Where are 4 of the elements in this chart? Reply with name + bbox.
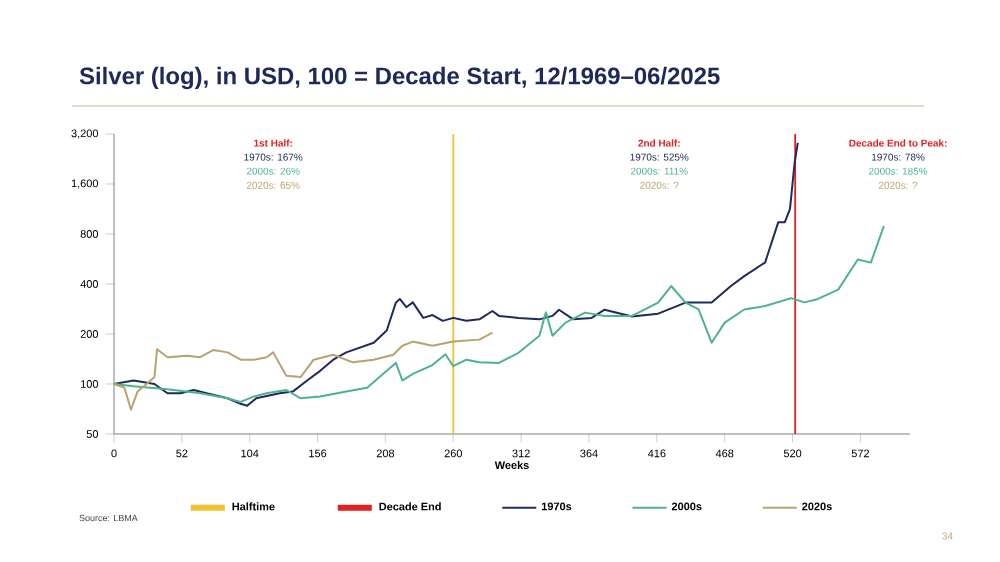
chart-title: Silver (log), in USD, 100 = Decade Start, 12/1969–06/2025 — [79, 66, 720, 90]
line-series — [113, 141, 799, 407]
line-series — [113, 331, 494, 411]
line-series — [113, 224, 885, 403]
